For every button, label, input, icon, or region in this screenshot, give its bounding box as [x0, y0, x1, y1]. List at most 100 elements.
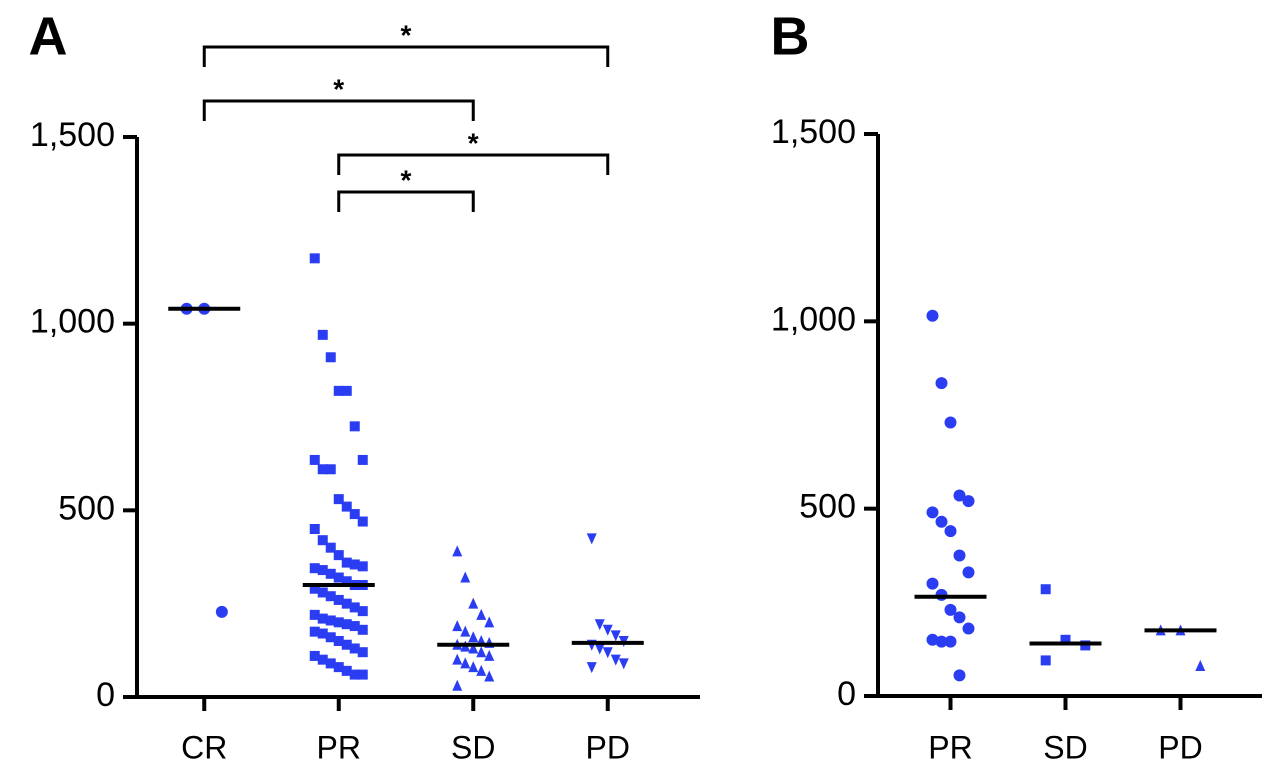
- point: [341, 665, 352, 676]
- point: [309, 253, 320, 264]
- point: [325, 464, 336, 475]
- point: [944, 416, 957, 429]
- point: [341, 501, 352, 512]
- point: [317, 464, 328, 475]
- point: [349, 509, 360, 520]
- significance-bracket: [202, 99, 475, 121]
- point: [357, 647, 368, 658]
- point: [468, 631, 479, 643]
- y-tick-label: 500: [799, 488, 856, 526]
- point: [460, 625, 471, 637]
- point: [926, 577, 939, 590]
- point: [460, 657, 471, 669]
- point: [953, 549, 966, 562]
- point: [215, 605, 228, 618]
- x-tick-label: PR: [317, 729, 361, 765]
- x-tick-label: SD: [451, 729, 495, 765]
- point: [349, 559, 360, 570]
- point: [926, 506, 939, 519]
- point: [935, 377, 948, 390]
- point: [962, 495, 975, 508]
- point: [468, 661, 479, 673]
- point: [349, 421, 360, 432]
- point: [317, 654, 328, 665]
- point: [962, 622, 975, 635]
- significance-bracket: [337, 190, 475, 212]
- point: [309, 650, 320, 661]
- point: [610, 654, 621, 666]
- point: [357, 454, 368, 465]
- point: [341, 557, 352, 568]
- significance-bracket: [337, 153, 610, 175]
- point: [317, 329, 328, 340]
- point: [349, 669, 360, 680]
- point: [357, 561, 368, 572]
- point: [341, 619, 352, 630]
- point: [962, 566, 975, 579]
- point: [349, 643, 360, 654]
- x-tick-label: CR: [181, 729, 227, 765]
- point: [309, 563, 320, 574]
- point: [309, 626, 320, 637]
- point: [953, 611, 966, 624]
- point: [357, 669, 368, 680]
- point: [309, 454, 320, 465]
- point: [953, 669, 966, 682]
- point: [460, 571, 471, 583]
- point: [317, 535, 328, 546]
- point: [325, 352, 336, 363]
- point: [926, 633, 939, 646]
- y-tick-label: 1,500: [771, 113, 856, 151]
- point: [468, 597, 479, 609]
- point: [484, 649, 495, 661]
- point: [1195, 660, 1206, 672]
- point: [452, 653, 463, 665]
- point: [333, 594, 344, 605]
- point: [586, 662, 597, 674]
- point: [333, 662, 344, 673]
- x-tick-label: PD: [1158, 729, 1202, 765]
- significance-bracket: [202, 45, 610, 67]
- point: [935, 635, 948, 648]
- point: [325, 632, 336, 643]
- point: [594, 619, 605, 631]
- point: [602, 624, 613, 636]
- point: [325, 542, 336, 553]
- point: [944, 525, 957, 538]
- point: [333, 385, 344, 396]
- point: [586, 533, 597, 545]
- significance-label: *: [401, 19, 412, 50]
- point: [476, 608, 487, 620]
- y-tick-label: 1,500: [30, 116, 115, 154]
- point: [325, 568, 336, 579]
- point: [341, 639, 352, 650]
- point: [341, 385, 352, 396]
- point: [309, 524, 320, 534]
- point: [309, 583, 320, 594]
- point: [944, 635, 957, 648]
- point: [935, 515, 948, 528]
- point: [476, 646, 487, 658]
- point: [953, 489, 966, 502]
- x-tick-label: SD: [1043, 729, 1087, 765]
- panel-label: A: [29, 6, 68, 66]
- x-tick-label: PD: [586, 729, 630, 765]
- point: [333, 617, 344, 628]
- y-tick-label: 1,000: [771, 300, 856, 338]
- point: [594, 643, 605, 655]
- point: [349, 602, 360, 613]
- y-tick-label: 1,000: [30, 303, 115, 341]
- point: [333, 636, 344, 646]
- panel-label: B: [771, 6, 810, 66]
- point: [357, 516, 368, 527]
- point: [1060, 634, 1071, 645]
- point: [484, 670, 495, 682]
- point: [325, 658, 336, 669]
- point: [341, 576, 352, 587]
- point: [452, 679, 463, 691]
- y-tick-label: 500: [58, 489, 115, 527]
- point: [357, 606, 368, 617]
- point: [309, 609, 320, 620]
- point: [468, 642, 479, 654]
- point: [476, 664, 487, 676]
